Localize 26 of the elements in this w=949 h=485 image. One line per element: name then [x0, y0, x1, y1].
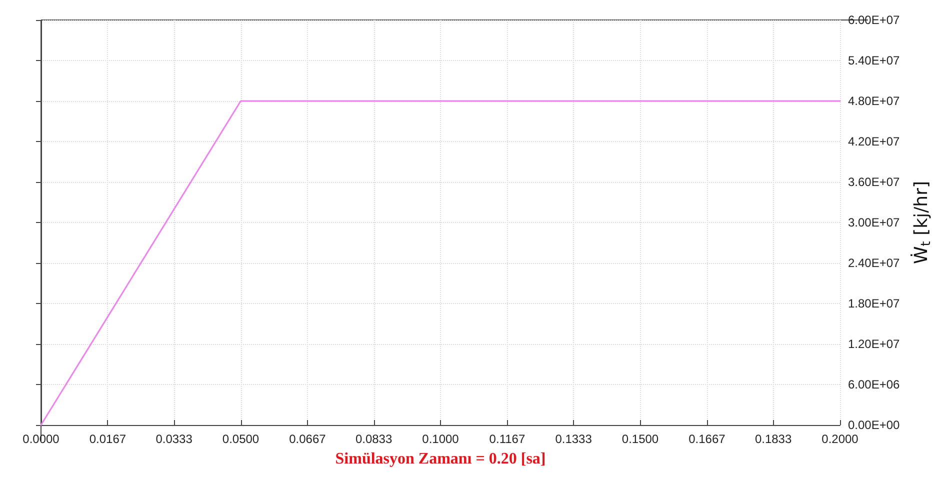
x-tick-label: 0.1667: [688, 432, 726, 446]
y-tick-label: 6.00E+06: [848, 378, 900, 392]
x-tick-label: 0.1500: [622, 432, 659, 446]
y-tick-label: 2.40E+07: [848, 256, 900, 270]
y-tick-label: 3.60E+07: [848, 175, 900, 189]
y-tick-label: 3.00E+07: [848, 216, 900, 230]
x-tick-label: 0.1000: [422, 432, 460, 446]
y-tick-label: 1.80E+07: [848, 296, 900, 310]
y-tick-label: 4.20E+07: [848, 134, 900, 148]
x-tick-label: 0.0667: [289, 432, 326, 446]
y-axis-title: Ẇt [kj/hr]: [910, 181, 934, 264]
x-tick-label: 0.1833: [754, 432, 792, 446]
x-tick-label: 0.0833: [355, 432, 392, 446]
x-tick-label: 0.1333: [555, 432, 592, 446]
y-tick-label: 6.00E+07: [848, 13, 900, 27]
x-tick-label: 0.0333: [156, 432, 193, 446]
y-tick-label: 4.80E+07: [848, 94, 900, 108]
x-axis-title: Simülasyon Zamanı = 0.20 [sa]: [335, 450, 546, 468]
x-tick-label: 0.0167: [89, 432, 126, 446]
y-tick-label: 0.00E+00: [848, 418, 900, 432]
x-tick-label: 0.2000: [822, 432, 859, 446]
x-tick-label: 0.1167: [489, 432, 526, 446]
y-tick-label: 1.20E+07: [848, 337, 900, 351]
y-tick-label: 5.40E+07: [848, 54, 900, 68]
x-tick-label: 0.0000: [22, 432, 60, 446]
x-tick-label: 0.0500: [222, 432, 260, 446]
